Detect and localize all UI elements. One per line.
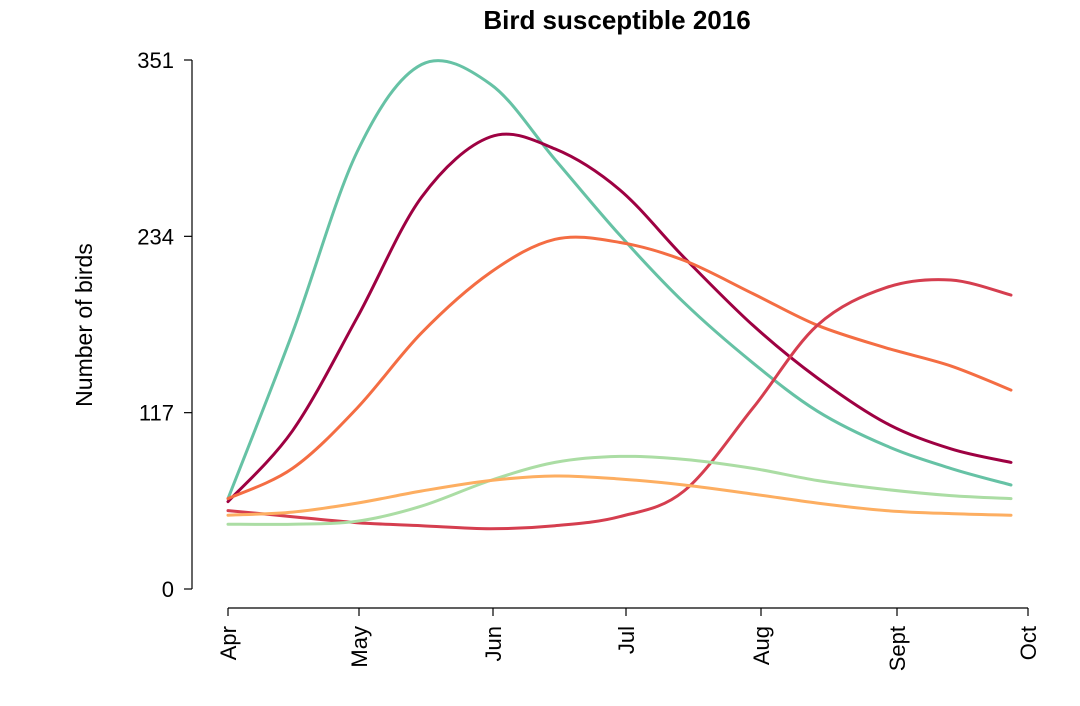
series-lines [226,59,1013,531]
y-tick-label: 117 [139,401,174,426]
x-tick-label: Sept [885,626,910,671]
series-line-6 [226,474,1013,517]
x-tick-label: Aug [749,626,774,665]
y-axis-ticks: 0 117 234 351 [137,48,192,602]
y-tick-label: 351 [137,48,174,73]
x-tick-label: Oct [1016,626,1041,660]
series-line-5 [226,454,1013,526]
y-tick-label: 234 [137,224,174,249]
x-axis-ticks: Apr May Jun Jul Aug Sept Oct [216,608,1041,671]
x-tick-label: Jun [481,626,506,661]
x-tick-label: Jul [614,626,639,654]
y-tick-label: 0 [162,577,174,602]
y-axis-label: Number of birds [71,243,97,407]
series-line-2 [226,132,1013,504]
series-line-1 [226,59,1013,501]
x-tick-label: May [347,626,372,668]
series-line-3 [226,235,1013,501]
x-tick-label: Apr [216,626,241,660]
chart-title: Bird susceptible 2016 [483,5,750,35]
